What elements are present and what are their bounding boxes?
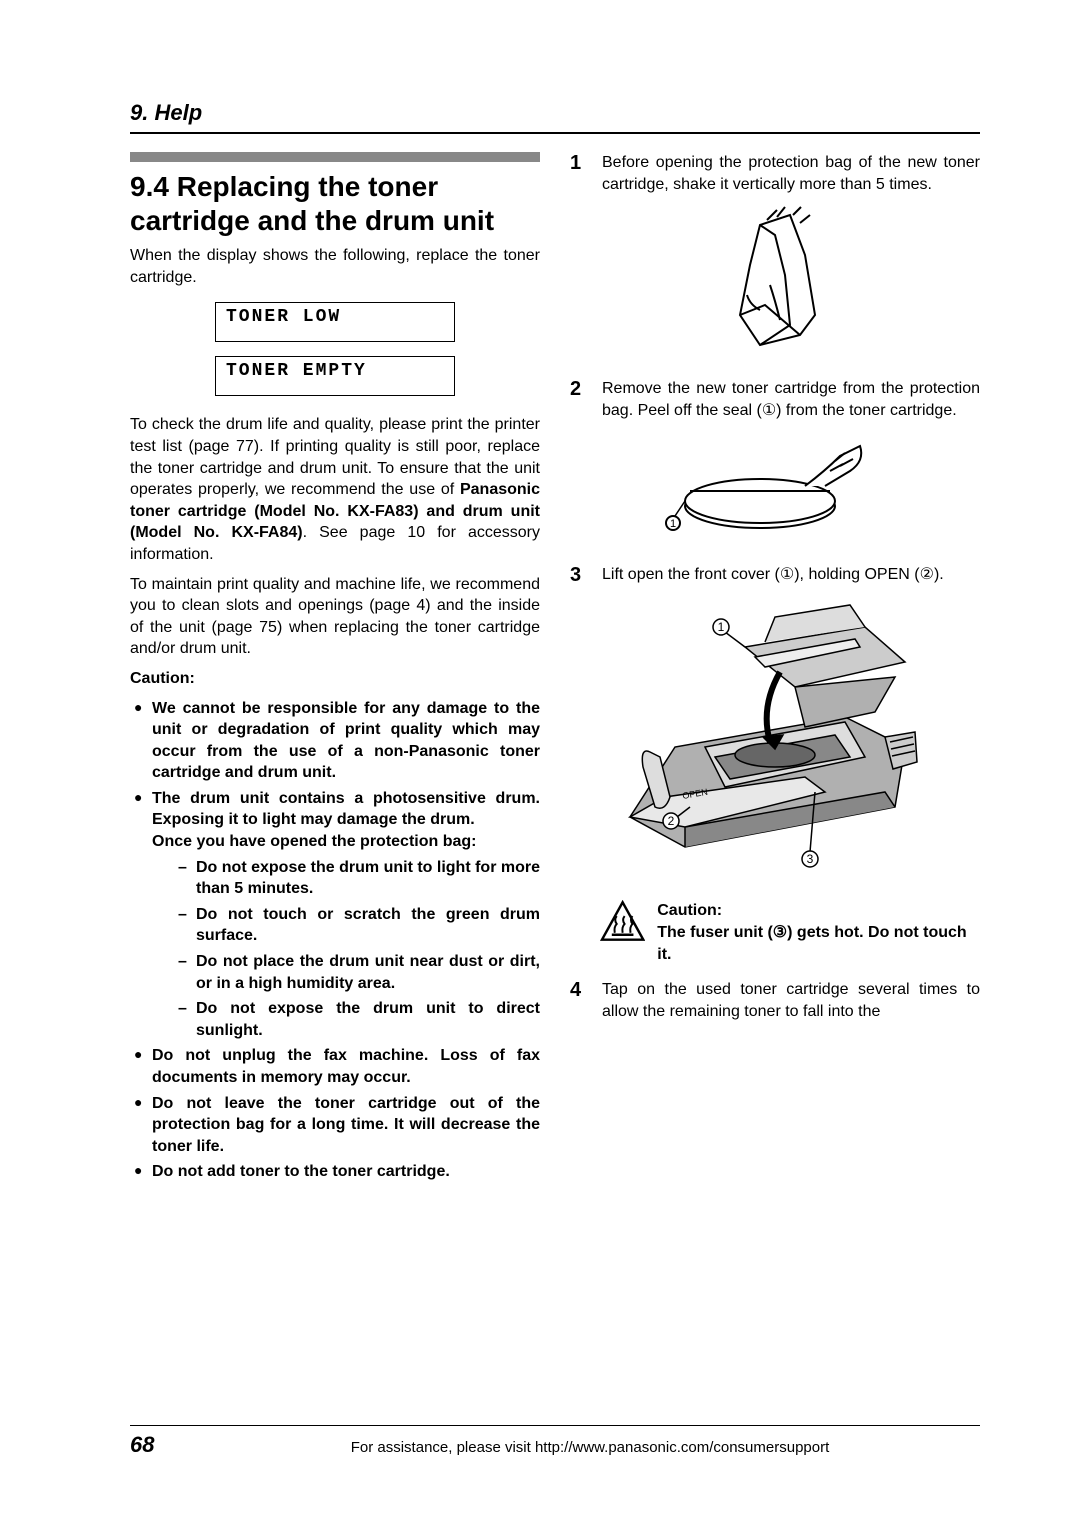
step-number: 3: [570, 564, 590, 587]
caution-subitem: Do not expose the drum unit to direct su…: [174, 998, 540, 1041]
caution-item: Do not leave the toner cartridge out of …: [130, 1093, 540, 1158]
peel-seal-icon: 1: [665, 431, 885, 541]
section-intro: When the display shows the following, re…: [130, 245, 540, 288]
illustration-peel-seal: 1: [570, 431, 980, 546]
step-4: 4 Tap on the used toner cartridge severa…: [570, 979, 980, 1022]
caution-subitem: Do not place the drum unit near dust or …: [174, 951, 540, 994]
section-greybar: [130, 152, 540, 162]
footer-assistance-text: For assistance, please visit http://www.…: [200, 1439, 980, 1456]
svg-text:2: 2: [668, 814, 675, 828]
step-2: 2 Remove the new toner cartridge from th…: [570, 378, 980, 421]
maintenance-paragraph: To maintain print quality and machine li…: [130, 574, 540, 660]
fuser-warning: Caution: The fuser unit (③) gets hot. Do…: [600, 900, 980, 965]
warning-text: The fuser unit (③) gets hot. Do not touc…: [657, 924, 966, 963]
content-columns: 9.4 Replacing the toner cartridge and th…: [130, 152, 980, 1187]
illustration-open-cover: OPEN 1: [570, 597, 980, 882]
hot-surface-warning-icon: [600, 900, 645, 942]
display-box-toner-low: TONER LOW: [215, 302, 455, 342]
display-message-group: TONER LOW TONER EMPTY: [130, 298, 540, 400]
caution-text: Once you have opened the protection bag:: [152, 833, 476, 850]
left-column: 9.4 Replacing the toner cartridge and th…: [130, 152, 540, 1187]
caution-text: The drum unit contains a photosensitive …: [152, 790, 540, 829]
caution-label: Caution:: [130, 668, 540, 690]
page-footer: 68 For assistance, please visit http://w…: [130, 1425, 980, 1458]
caution-item: We cannot be responsible for any damage …: [130, 698, 540, 784]
right-column: 1 Before opening the protection bag of t…: [570, 152, 980, 1187]
svg-text:1: 1: [670, 518, 676, 530]
step-text: Before opening the protection bag of the…: [602, 152, 980, 195]
section-title: 9.4 Replacing the toner cartridge and th…: [130, 170, 540, 237]
svg-text:3: 3: [807, 852, 814, 866]
svg-text:1: 1: [718, 620, 725, 634]
step-number: 2: [570, 378, 590, 421]
page-number: 68: [130, 1432, 200, 1458]
section-title-text: Replacing the toner cartridge and the dr…: [130, 171, 494, 236]
open-cover-icon: OPEN 1: [615, 597, 935, 877]
step-3: 3 Lift open the front cover (①), holding…: [570, 564, 980, 587]
warning-label: Caution:: [657, 902, 722, 919]
caution-subitem: Do not expose the drum unit to light for…: [174, 857, 540, 900]
step-text: Remove the new toner cartridge from the …: [602, 378, 980, 421]
step-text: Lift open the front cover (①), holding O…: [602, 564, 944, 587]
caution-sublist: Do not expose the drum unit to light for…: [152, 857, 540, 1042]
page-header: 9. Help: [130, 100, 980, 134]
drum-check-paragraph: To check the drum life and quality, plea…: [130, 414, 540, 565]
display-box-toner-empty: TONER EMPTY: [215, 356, 455, 396]
shake-cartridge-icon: [705, 205, 845, 355]
step-number: 4: [570, 979, 590, 1022]
illustration-shake-cartridge: [570, 205, 980, 360]
chapter-label: 9. Help: [130, 100, 202, 125]
step-1: 1 Before opening the protection bag of t…: [570, 152, 980, 195]
caution-list: We cannot be responsible for any damage …: [130, 698, 540, 1183]
caution-subitem: Do not touch or scratch the green drum s…: [174, 904, 540, 947]
step-number: 1: [570, 152, 590, 195]
warning-text-block: Caution: The fuser unit (③) gets hot. Do…: [657, 900, 980, 965]
step-text: Tap on the used toner cartridge several …: [602, 979, 980, 1022]
caution-item: The drum unit contains a photosensitive …: [130, 788, 540, 1042]
caution-item: Do not add toner to the toner cartridge.: [130, 1161, 540, 1183]
section-number: 9.4: [130, 171, 169, 202]
caution-item: Do not unplug the fax machine. Loss of f…: [130, 1045, 540, 1088]
